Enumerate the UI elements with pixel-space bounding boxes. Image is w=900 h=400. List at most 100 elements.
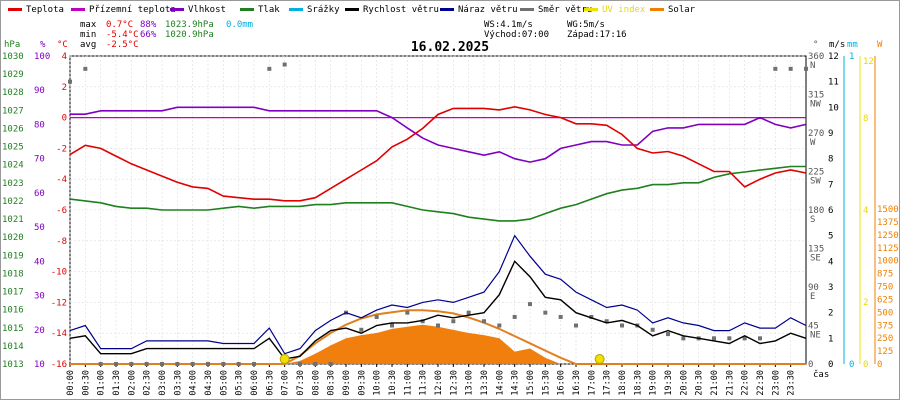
series-wind-direction-point (727, 336, 732, 341)
temperature-tick-label: -8 (56, 237, 67, 247)
x-tick-label: 15:30 (541, 370, 551, 396)
uv-tick-label: 8 (863, 114, 868, 124)
direction-name-label: SW (810, 177, 821, 187)
direction-name-label: W (810, 138, 816, 148)
wind-tick-label: 0 (828, 360, 833, 370)
x-tick-label: 00:00 (66, 370, 76, 396)
x-tick-label: 18:30 (633, 370, 643, 396)
x-tick-label: 10:00 (373, 370, 383, 396)
series-vlhkost-line (70, 106, 807, 163)
legend-label: Teplota (26, 5, 64, 15)
series-wind-direction-point (451, 319, 456, 324)
series-wind-direction-point (712, 336, 716, 341)
legend-swatch (440, 8, 454, 11)
series-wind-direction-point (512, 314, 517, 319)
series-wind-direction-point (267, 66, 272, 71)
x-tick-label: 19:00 (649, 370, 659, 396)
legend-label: Směr větru (538, 5, 592, 15)
wind-tick-label: 11 (828, 78, 839, 88)
direction-tick-label: 135 (808, 245, 824, 255)
x-tick-label: 12:30 (449, 370, 459, 396)
hpa-tick-label: 1016 (2, 306, 24, 316)
direction-name-label: NW (810, 100, 821, 110)
wind-tick-label: 12 (828, 52, 839, 62)
percent-tick-label: 90 (34, 86, 45, 96)
series-wind-direction-point (650, 327, 655, 332)
x-tick-label: 03:00 (158, 370, 168, 396)
solar-tick-label: 500 (877, 308, 893, 318)
hpa-tick-label: 1030 (2, 52, 24, 62)
series-wind-direction-point (604, 319, 609, 324)
wind-tick-label: 4 (828, 257, 833, 267)
legend-item-uv-index: UV index (584, 5, 646, 15)
series-wind-direction-point (405, 310, 410, 315)
stats-wind-gust: WG:5m/s (567, 20, 605, 30)
hpa-tick-label: 1026 (2, 124, 24, 134)
series-wind-direction-point (666, 332, 670, 337)
x-tick-label: 08:00 (311, 370, 321, 396)
hpa-tick-label: 1018 (2, 269, 24, 279)
legend-item-srazky: Srážky (289, 5, 340, 15)
series-teplota-line (69, 105, 807, 202)
hpa-tick-label: 1019 (2, 251, 24, 261)
series-wind-direction-point (466, 310, 471, 315)
legend-item-naraz-vetru: Náraz větru (440, 5, 518, 15)
legend-swatch (650, 8, 664, 11)
temperature-tick-label: 0 (62, 114, 67, 124)
solar-tick-label: 625 (877, 295, 893, 305)
hpa-tick-label: 1013 (2, 360, 24, 370)
x-tick-label: 17:00 (587, 370, 597, 396)
temperature-tick-label: -10 (51, 268, 67, 278)
x-tick-label: 22:00 (741, 370, 751, 396)
x-tick-label: 20:00 (679, 370, 689, 396)
series-wind-direction-point (221, 362, 226, 366)
stats-block: max 0.7°C 88% 1023.9hPa 0.0mm min -5.4°C… (80, 20, 627, 50)
x-tick-label: 01:30 (112, 370, 122, 396)
x-tick-label: 16:30 (572, 370, 582, 396)
percent-tick-label: 10 (34, 360, 45, 370)
series-wind-direction-point (160, 362, 164, 366)
x-tick-label: 15:00 (526, 370, 536, 396)
solar-tick-label: 1125 (877, 244, 899, 254)
legend-label: Přízemní teplota (89, 5, 176, 15)
x-tick-label: 03:30 (173, 370, 183, 396)
legend-item-solar: Solar (650, 5, 696, 15)
x-tick-label: 07:00 (281, 370, 291, 396)
wind-tick-label: 9 (828, 129, 833, 139)
stats-avg-label: avg (80, 40, 96, 50)
x-tick-label: 13:00 (465, 370, 475, 396)
direction-name-label: E (810, 292, 815, 302)
series-wind-direction-point (328, 362, 333, 366)
direction-name-label: NE (810, 331, 821, 341)
series-rychlost-vetru-line (69, 260, 807, 360)
solar-tick-label: 125 (877, 347, 893, 357)
legend-item-tlak: Tlak (240, 5, 280, 15)
temperature-tick-label: -12 (51, 298, 67, 308)
series-wind-direction-point (190, 362, 195, 366)
x-tick-label: 14:30 (511, 370, 521, 396)
axis-label-ms: m/s (829, 40, 845, 50)
x-tick-label: 00:30 (81, 370, 91, 396)
stats-min-label: min (80, 30, 96, 40)
series-wind-direction-point (298, 362, 302, 366)
legend-swatch (289, 8, 303, 11)
series-naraz-vetru-line (69, 234, 807, 355)
direction-name-label: N (810, 61, 815, 71)
x-tick-label: 10:30 (388, 370, 398, 396)
legend-item-rychlost-vetru: Rychlost větru (345, 5, 439, 15)
wind-tick-label: 6 (828, 206, 833, 216)
axis-label-celsius: °C (57, 40, 68, 50)
x-tick-label: 09:00 (342, 370, 352, 396)
x-tick-label: 17:30 (603, 370, 613, 396)
x-tick-label: 07:30 (296, 370, 306, 396)
series-wind-direction-point (236, 362, 241, 366)
direction-tick-label: 270 (808, 129, 824, 139)
hpa-tick-label: 1021 (2, 215, 24, 225)
x-tick-label: 16:00 (557, 370, 567, 396)
x-tick-label: 20:30 (695, 370, 705, 396)
stats-min-pressure: 1020.9hPa (165, 30, 214, 40)
wind-tick-label: 1 (828, 334, 833, 344)
stats-sunset: Západ:17:16 (567, 30, 627, 40)
legend-swatch (345, 8, 359, 11)
